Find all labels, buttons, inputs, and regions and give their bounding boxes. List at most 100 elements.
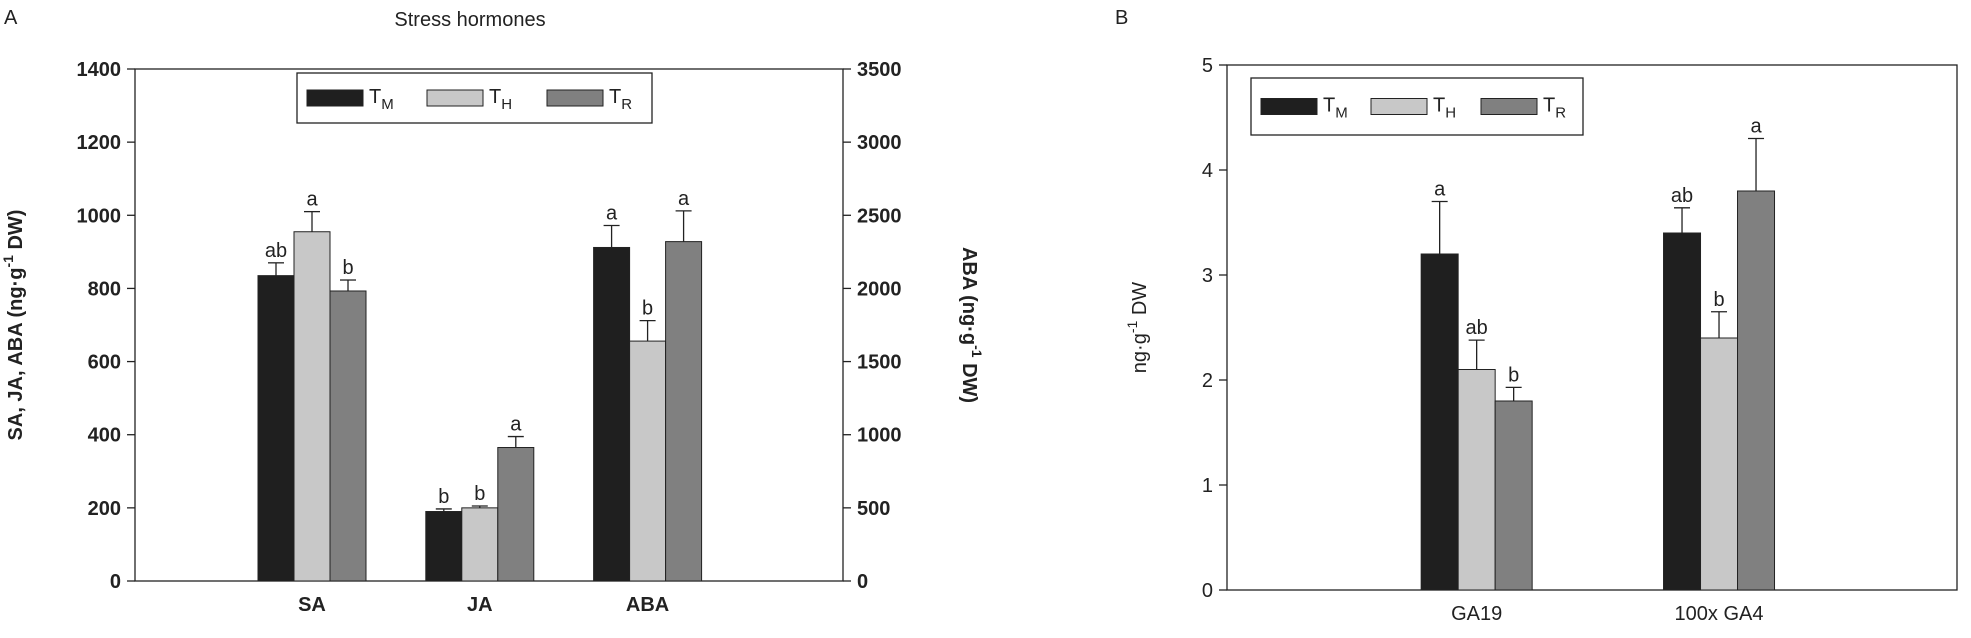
legend-swatch xyxy=(1260,98,1318,115)
axis-label: ABA (ng·g-1 DW) xyxy=(958,247,985,403)
x-tick-label: SA xyxy=(298,594,326,616)
axis-label-text: ng·g xyxy=(1129,333,1151,373)
bar xyxy=(1700,337,1739,591)
axis-label-sup: -1 xyxy=(1124,320,1140,333)
legend-name: T xyxy=(609,86,621,108)
x-tick-label: ABA xyxy=(626,594,669,616)
y-tick-label: 1400 xyxy=(77,59,122,81)
significance-label: ab xyxy=(1671,185,1693,207)
y-tick-label: 5 xyxy=(1202,55,1213,77)
y-tick-label: 2 xyxy=(1202,370,1213,392)
significance-label: a xyxy=(606,203,618,225)
bar xyxy=(1457,369,1496,591)
legend-name: T xyxy=(1543,95,1555,117)
significance-label: b xyxy=(642,298,653,320)
legend-label: TH xyxy=(1433,95,1456,122)
y-tick-label: 1000 xyxy=(77,205,122,227)
bar xyxy=(665,241,703,582)
axis-label-text: DW xyxy=(1129,282,1151,321)
y2-tick-label: 2500 xyxy=(857,205,902,227)
legend-name: T xyxy=(1433,95,1445,117)
panel-label: A xyxy=(4,7,18,29)
bar xyxy=(1494,400,1533,591)
bar xyxy=(629,340,667,582)
significance-label: a xyxy=(1434,179,1446,201)
y2-tick-label: 0 xyxy=(857,571,868,593)
axis-label-text: DW) xyxy=(5,210,27,256)
bar xyxy=(1420,253,1459,591)
bar xyxy=(257,275,295,582)
axis-label: ng·g-1 DW xyxy=(1124,282,1151,373)
bar xyxy=(293,231,331,582)
x-tick-label: 100x GA4 xyxy=(1675,603,1764,625)
significance-label: a xyxy=(306,189,318,211)
significance-label: b xyxy=(474,483,485,505)
legend-label: TR xyxy=(1543,95,1566,122)
plot-frame xyxy=(134,68,844,582)
panel-label: B xyxy=(1115,7,1128,29)
x-tick-label: GA19 xyxy=(1451,603,1502,625)
legend-sub: H xyxy=(1445,105,1456,122)
legend-sub: H xyxy=(501,96,512,113)
plot-frame xyxy=(1226,64,1958,591)
axis-label: SA, JA, ABA (ng·g-1 DW) xyxy=(0,210,27,441)
legend-name: T xyxy=(369,86,381,108)
y2-tick-label: 3500 xyxy=(857,59,902,81)
legend-sub: M xyxy=(1335,105,1348,122)
y-tick-label: 200 xyxy=(88,498,121,520)
legend-sub: R xyxy=(621,96,632,113)
significance-label: a xyxy=(510,414,522,436)
axis-label-sup: -1 xyxy=(969,345,985,358)
bar xyxy=(593,246,631,582)
significance-label: b xyxy=(1713,289,1724,311)
x-tick-label: JA xyxy=(467,594,493,616)
y-tick-label: 800 xyxy=(88,278,121,300)
legend-swatch xyxy=(1370,98,1428,115)
legend-swatch xyxy=(306,89,364,107)
significance-label: b xyxy=(438,486,449,508)
legend-label: TH xyxy=(489,86,512,113)
axis-label-text: SA, JA, ABA (ng·g xyxy=(5,268,27,441)
chart-title: Stress hormones xyxy=(394,9,545,31)
legend-swatch xyxy=(1480,98,1538,115)
y2-tick-label: 3000 xyxy=(857,132,902,154)
significance-label: b xyxy=(1508,364,1519,386)
y-tick-label: 400 xyxy=(88,425,121,447)
y-tick-label: 0 xyxy=(1202,580,1213,602)
y-tick-label: 3 xyxy=(1202,265,1213,287)
axis-label-text: ABA (ng·g xyxy=(958,247,980,345)
y2-tick-label: 2000 xyxy=(857,278,902,300)
legend-label: TR xyxy=(609,86,632,113)
significance-label: a xyxy=(678,188,690,210)
legend-sub: R xyxy=(1555,105,1566,122)
y-tick-label: 4 xyxy=(1202,160,1213,182)
axis-label-sup: -1 xyxy=(0,255,16,268)
y-tick-label: 600 xyxy=(88,352,121,374)
y2-tick-label: 500 xyxy=(857,498,890,520)
y-tick-label: 1 xyxy=(1202,475,1213,497)
bar xyxy=(329,290,367,582)
significance-label: ab xyxy=(1466,317,1488,339)
y-tick-label: 0 xyxy=(110,571,121,593)
y-tick-label: 1200 xyxy=(77,132,122,154)
y2-tick-label: 1000 xyxy=(857,425,902,447)
significance-label: ab xyxy=(265,240,287,262)
bar xyxy=(461,507,499,582)
bar xyxy=(1737,190,1776,591)
legend-label: TM xyxy=(1323,95,1348,122)
y2-tick-label: 1500 xyxy=(857,352,902,374)
significance-label: a xyxy=(1750,116,1762,138)
bar xyxy=(425,511,463,582)
bar xyxy=(497,447,535,582)
legend-swatch xyxy=(546,89,604,107)
legend-label: TM xyxy=(369,86,394,113)
legend-sub: M xyxy=(381,96,394,113)
legend-name: T xyxy=(489,86,501,108)
significance-label: b xyxy=(342,257,353,279)
legend-name: T xyxy=(1323,95,1335,117)
bar xyxy=(1663,232,1702,591)
axis-label-text: DW) xyxy=(958,358,980,404)
legend-swatch xyxy=(426,89,484,107)
